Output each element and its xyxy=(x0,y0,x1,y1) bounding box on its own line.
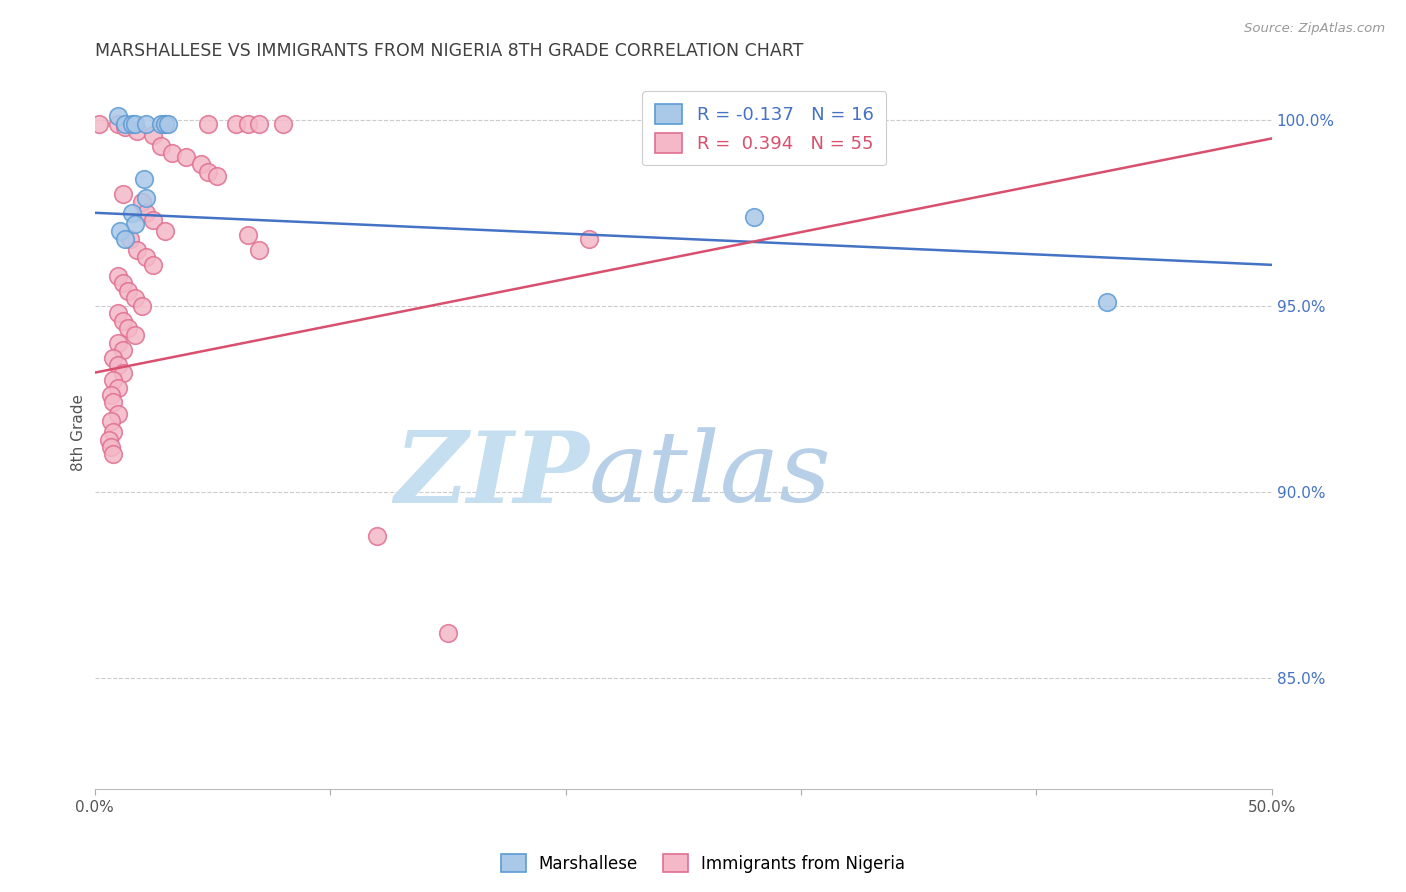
Point xyxy=(124,217,146,231)
Point xyxy=(197,165,219,179)
Point xyxy=(135,117,157,131)
Point xyxy=(1095,295,1118,310)
Point xyxy=(97,433,120,447)
Point xyxy=(111,343,134,358)
Point xyxy=(225,117,247,131)
Point xyxy=(114,117,136,131)
Point xyxy=(190,157,212,171)
Point xyxy=(111,277,134,291)
Point xyxy=(107,109,129,123)
Point xyxy=(247,117,270,131)
Point xyxy=(149,117,172,131)
Point xyxy=(107,380,129,394)
Point xyxy=(103,373,125,387)
Point xyxy=(135,206,157,220)
Point xyxy=(132,172,155,186)
Point xyxy=(271,117,294,131)
Text: atlas: atlas xyxy=(589,427,832,523)
Point xyxy=(135,191,157,205)
Text: Source: ZipAtlas.com: Source: ZipAtlas.com xyxy=(1244,22,1385,36)
Point xyxy=(107,335,129,350)
Point xyxy=(103,351,125,365)
Point xyxy=(197,117,219,131)
Point xyxy=(366,529,388,543)
Point xyxy=(131,194,153,209)
Point xyxy=(142,128,165,142)
Point xyxy=(100,414,122,428)
Point xyxy=(107,407,129,421)
Point xyxy=(162,146,184,161)
Point xyxy=(142,213,165,227)
Point xyxy=(89,117,111,131)
Point xyxy=(103,448,125,462)
Point xyxy=(107,268,129,283)
Point xyxy=(124,117,146,131)
Point xyxy=(117,284,139,298)
Point xyxy=(100,440,122,454)
Point xyxy=(103,395,125,409)
Point xyxy=(236,117,259,131)
Point xyxy=(125,124,148,138)
Point xyxy=(436,626,458,640)
Point xyxy=(578,232,600,246)
Point xyxy=(121,206,143,220)
Text: ZIP: ZIP xyxy=(394,426,589,524)
Point xyxy=(149,139,172,153)
Point xyxy=(155,117,177,131)
Point xyxy=(111,187,134,202)
Point xyxy=(156,117,179,131)
Point xyxy=(155,117,177,131)
Point xyxy=(742,210,765,224)
Point xyxy=(103,425,125,439)
Point xyxy=(107,306,129,320)
Point xyxy=(125,243,148,257)
Legend: Marshallese, Immigrants from Nigeria: Marshallese, Immigrants from Nigeria xyxy=(494,847,912,880)
Point xyxy=(114,120,136,135)
Point xyxy=(135,251,157,265)
Point xyxy=(107,117,129,131)
Point xyxy=(155,224,177,238)
Point xyxy=(124,291,146,305)
Point xyxy=(131,299,153,313)
Point xyxy=(121,117,143,131)
Point xyxy=(100,388,122,402)
Point xyxy=(118,232,141,246)
Point xyxy=(142,258,165,272)
Point xyxy=(247,243,270,257)
Text: MARSHALLESE VS IMMIGRANTS FROM NIGERIA 8TH GRADE CORRELATION CHART: MARSHALLESE VS IMMIGRANTS FROM NIGERIA 8… xyxy=(94,42,803,60)
Point xyxy=(176,150,198,164)
Point xyxy=(110,224,132,238)
Point xyxy=(111,313,134,327)
Point xyxy=(117,321,139,335)
Y-axis label: 8th Grade: 8th Grade xyxy=(72,393,86,471)
Point xyxy=(114,232,136,246)
Point xyxy=(124,328,146,343)
Point xyxy=(111,366,134,380)
Point xyxy=(205,169,228,183)
Legend: R = -0.137   N = 16, R =  0.394   N = 55: R = -0.137 N = 16, R = 0.394 N = 55 xyxy=(643,91,886,165)
Point xyxy=(236,228,259,243)
Point xyxy=(107,358,129,372)
